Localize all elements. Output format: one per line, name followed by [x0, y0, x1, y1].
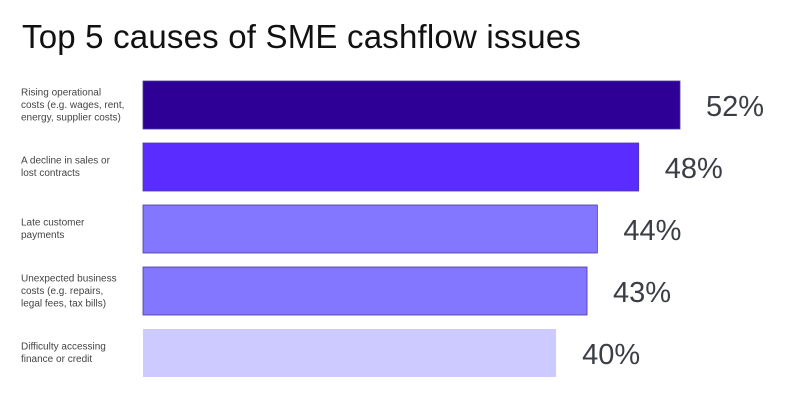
category-label-line: lost contracts — [21, 168, 80, 179]
category-label-line: Late customer — [21, 218, 85, 229]
category-label-0: Rising operational costs (e.g. wages, ren… — [21, 87, 124, 123]
category-label-3: Unexpected business costs (e.g. repairs, l… — [21, 273, 117, 309]
value-label-3: 43% — [613, 277, 671, 309]
category-label-line: Difficulty accessing — [21, 342, 106, 353]
category-label-line: costs (e.g. repairs, — [21, 286, 103, 297]
value-label-0: 52% — [706, 91, 764, 123]
category-label-4: Difficulty accessing finance or credit — [21, 342, 106, 366]
bar-4 — [143, 329, 557, 377]
category-label-line: finance or credit — [21, 354, 92, 365]
chart-title: Top 5 causes of SME cashflow issues — [22, 18, 582, 55]
category-label-line: payments — [21, 230, 64, 241]
category-label-line: energy, supplier costs) — [21, 112, 121, 123]
category-label-2: Late customer payments — [21, 218, 85, 242]
bar-1 — [142, 142, 640, 192]
category-label-line: A decline in sales or — [21, 156, 111, 167]
value-label-2: 44% — [623, 215, 681, 247]
category-label-1: A decline in sales or lost contracts — [21, 156, 111, 180]
category-label-line: costs (e.g. wages, rent, — [21, 100, 124, 111]
category-label-line: Rising operational — [21, 87, 101, 98]
bar-2 — [142, 204, 598, 254]
category-label-line: legal fees, tax bills) — [21, 298, 106, 309]
value-label-4: 40% — [582, 339, 640, 371]
category-label-line: Unexpected business — [21, 273, 117, 284]
bar-0 — [142, 80, 681, 130]
value-label-1: 48% — [665, 153, 723, 185]
bar-3 — [142, 266, 588, 316]
